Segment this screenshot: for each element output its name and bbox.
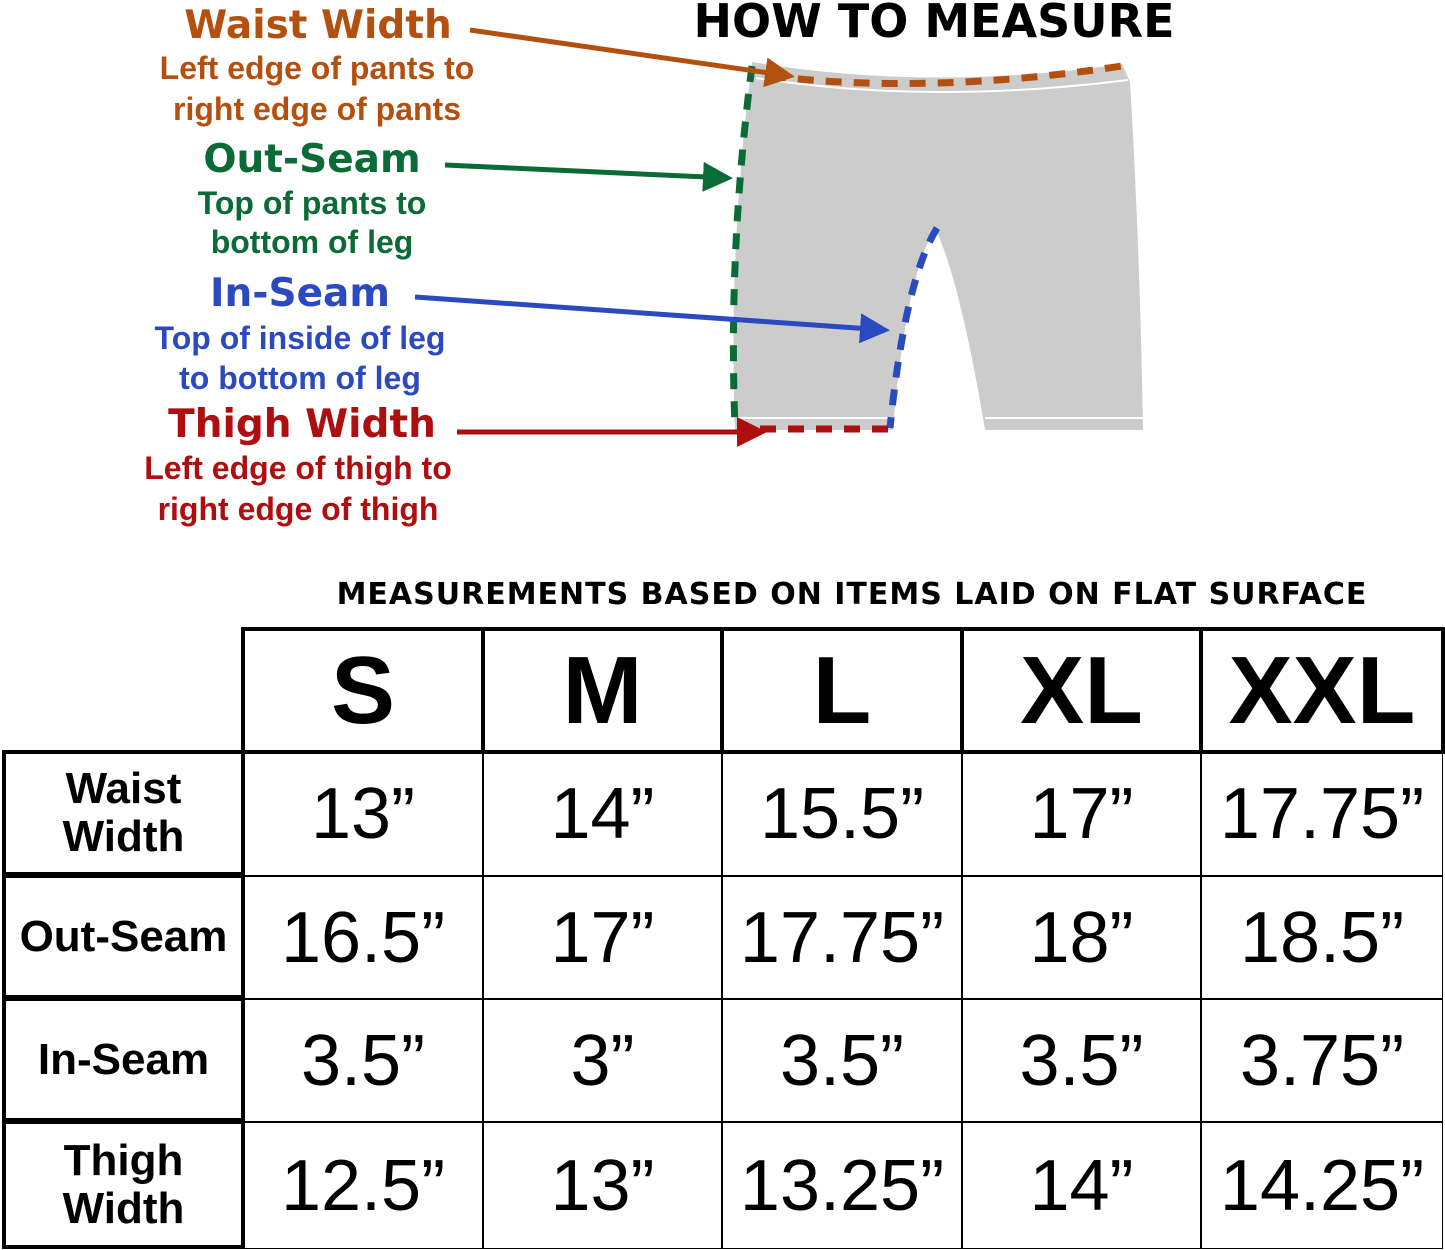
row-label: Thigh Width	[2, 1120, 245, 1249]
table-cell: 17.75”	[722, 876, 962, 999]
outseam-guide-desc: bottom of leg	[210, 224, 414, 260]
thigh-guide-desc: Left edge of thigh to	[144, 450, 452, 486]
table-cell: 3.5”	[243, 999, 483, 1122]
table-cell: 18.5”	[1201, 876, 1443, 999]
inseam-arrow	[414, 294, 890, 344]
table-cell: 16.5”	[243, 876, 483, 999]
waist-guide-desc: right edge of pants	[173, 91, 461, 127]
table-cell: 17”	[483, 876, 722, 999]
thigh-guide-title: Thigh Width	[168, 402, 436, 447]
thigh-guide-desc: right edge of thigh	[157, 491, 439, 527]
outseam-arrow	[444, 161, 733, 192]
table-cell: 14.25”	[1201, 1122, 1443, 1249]
row-label-line: Out-Seam	[19, 911, 228, 961]
row-label: In-Seam	[2, 997, 245, 1122]
row-label-line: Width	[62, 1183, 185, 1233]
pants-diagram	[414, 27, 1143, 447]
table-cell: 13.25”	[722, 1122, 962, 1249]
inseam-guide-desc: Top of inside of leg	[154, 320, 446, 356]
row-label: Out-Seam	[2, 874, 245, 999]
table-subtitle: MEASUREMENTS BASED ON ITEMS LAID ON FLAT…	[336, 577, 1368, 612]
table-cell: 3.5”	[962, 999, 1201, 1122]
page-title: HOW TO MEASURE	[693, 0, 1175, 48]
table-cell: 12.5”	[243, 1122, 483, 1249]
outseam-guide-title: Out-Seam	[203, 137, 421, 182]
table-cell: 18”	[962, 876, 1201, 999]
table-cell: 17.75”	[1201, 752, 1443, 876]
inseam-dashed-line	[886, 226, 940, 429]
outseam-dashed-line	[729, 65, 756, 429]
pants-shape	[733, 62, 1143, 430]
table-cell: 13”	[243, 752, 483, 876]
table-cell: 17”	[962, 752, 1201, 876]
table-cell: 13”	[483, 1122, 722, 1249]
size-header-l: L	[720, 627, 964, 754]
inseam-guide-desc: to bottom of leg	[179, 360, 421, 396]
table-cell: 14”	[483, 752, 722, 876]
waist-guide-title: Waist Width	[184, 3, 452, 48]
table-cell: 3.5”	[722, 999, 962, 1122]
inseam-guide-title: In-Seam	[210, 271, 390, 316]
table-cell: 15.5”	[722, 752, 962, 876]
size-header-xl: XL	[960, 627, 1203, 754]
outseam-guide-desc: Top of pants to	[197, 185, 427, 221]
row-label: Waist Width	[2, 750, 245, 876]
table-cell: 3.75”	[1201, 999, 1443, 1122]
waist-arrow	[469, 27, 795, 88]
row-label-line: In-Seam	[37, 1034, 210, 1084]
table-cell: 3”	[483, 999, 722, 1122]
waist-dashed-line	[769, 62, 1123, 87]
waist-guide-desc: Left edge of pants to	[159, 50, 475, 86]
row-label-line: Width	[62, 812, 185, 861]
row-label-line: Waist	[65, 764, 182, 813]
row-label-line: Thigh	[63, 1135, 184, 1185]
size-header-s: S	[241, 627, 485, 754]
size-header-xxl: XXL	[1199, 627, 1445, 754]
size-header-m: M	[481, 627, 724, 754]
table-cell: 14”	[962, 1122, 1201, 1249]
